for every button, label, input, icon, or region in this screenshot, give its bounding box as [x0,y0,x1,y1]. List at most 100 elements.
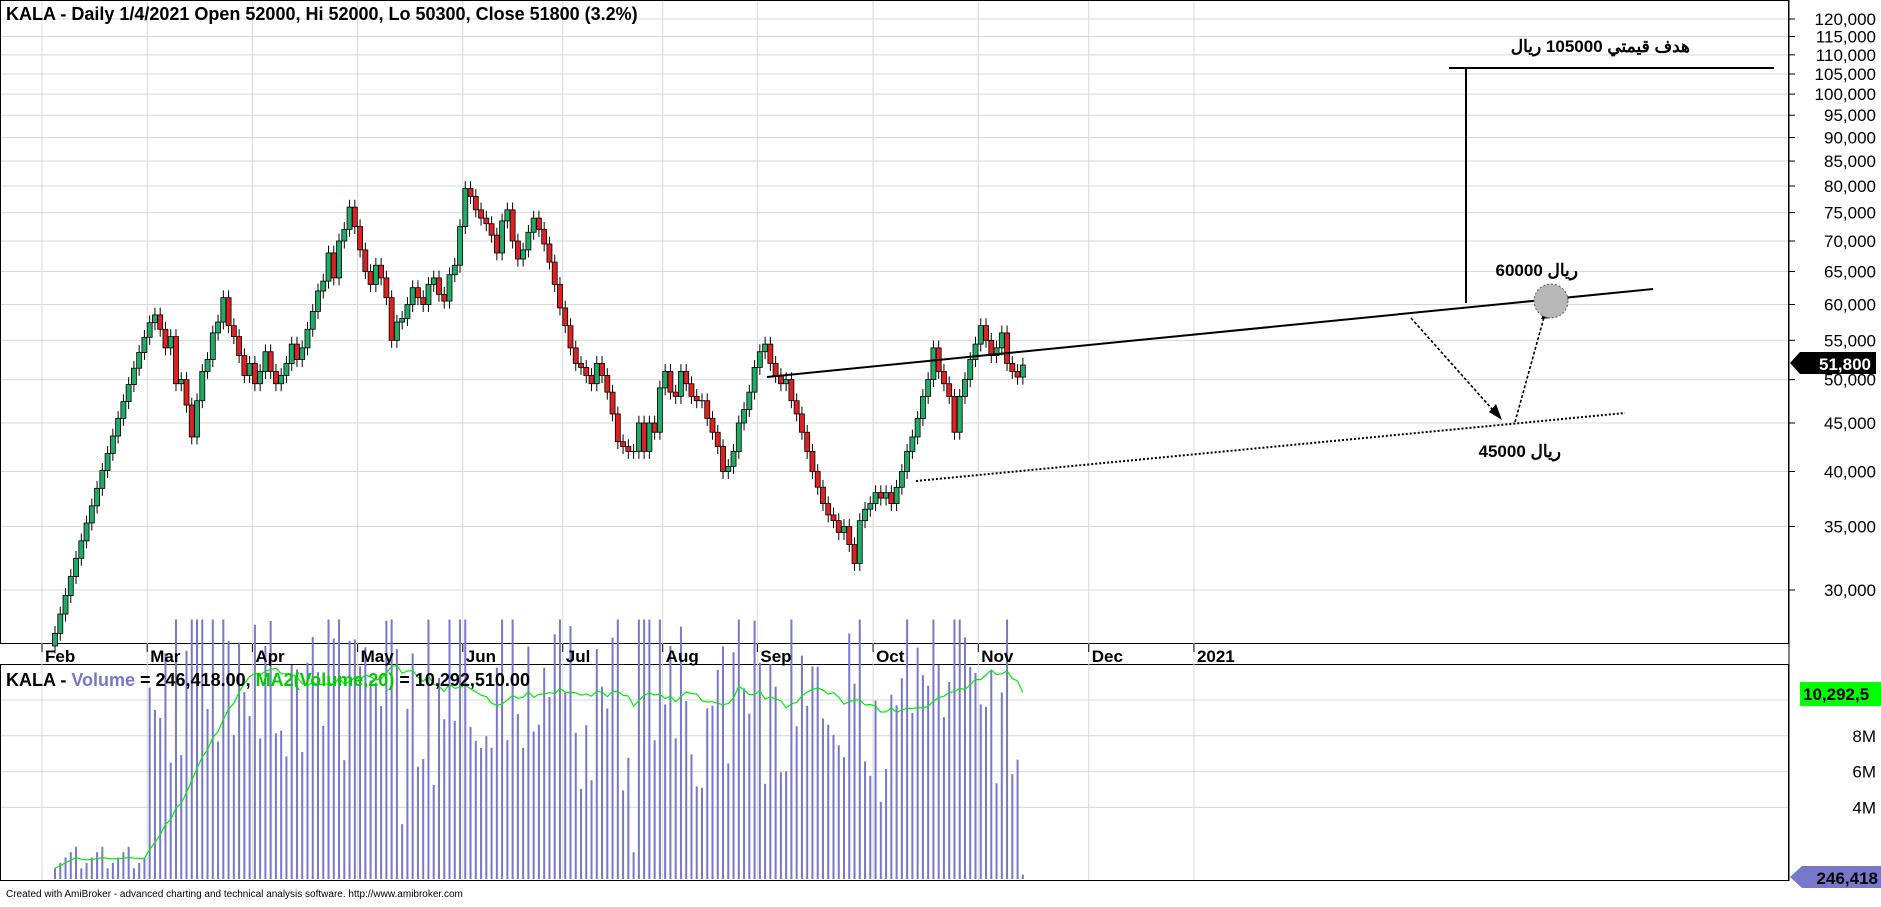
candle[interactable] [146,315,153,345]
candle[interactable] [799,406,805,440]
candle[interactable] [62,588,69,622]
candle[interactable] [914,411,921,445]
candle[interactable] [967,352,974,388]
candle[interactable] [378,257,385,286]
candle[interactable] [472,189,479,218]
candle[interactable] [725,459,732,479]
candle[interactable] [704,393,711,426]
candle[interactable] [988,332,995,364]
candle[interactable] [109,428,116,461]
candle[interactable] [635,415,642,459]
candle[interactable] [183,372,190,413]
candle[interactable] [972,336,979,367]
candle[interactable] [341,222,348,249]
candle[interactable] [299,340,306,367]
candle[interactable] [514,233,521,267]
candle[interactable] [730,444,737,474]
candle[interactable] [788,372,795,409]
candle[interactable] [230,318,237,345]
candle[interactable] [951,389,958,440]
candle[interactable] [862,501,868,529]
candle[interactable] [898,464,905,495]
candle[interactable] [425,277,432,312]
candle[interactable] [457,219,463,273]
candle[interactable] [499,213,506,261]
candle[interactable] [746,384,753,417]
candle[interactable] [825,496,832,523]
candle[interactable] [604,368,611,400]
candle[interactable] [772,356,779,383]
candle[interactable] [99,463,106,496]
candle[interactable] [493,227,500,261]
candle[interactable] [567,318,574,356]
candle[interactable] [541,222,548,252]
candle[interactable] [73,550,79,584]
candle[interactable] [877,485,884,506]
candle[interactable] [609,384,616,422]
candle[interactable] [388,290,395,348]
candle[interactable] [814,464,821,495]
candle[interactable] [267,344,274,379]
candle[interactable] [698,393,705,409]
candle[interactable] [588,368,595,392]
candle[interactable] [920,389,926,426]
candle[interactable] [478,202,484,226]
candle[interactable] [120,394,127,426]
candle[interactable] [962,372,968,404]
candle[interactable] [804,424,811,459]
candle[interactable] [125,377,132,410]
candle[interactable] [930,340,937,388]
candle[interactable] [246,356,253,383]
candle[interactable] [599,356,605,383]
candle[interactable] [714,424,721,455]
candle[interactable] [504,202,511,229]
candle[interactable] [678,364,684,404]
candle[interactable] [404,297,411,326]
candle[interactable] [888,485,895,512]
candle[interactable] [257,364,264,392]
candle[interactable] [83,515,90,549]
candle[interactable] [536,210,542,237]
candle[interactable] [756,344,763,375]
candle[interactable] [983,318,989,348]
candle[interactable] [320,273,327,299]
candle[interactable] [578,356,584,375]
candle[interactable] [809,444,816,479]
candle[interactable] [657,380,663,440]
candle[interactable] [357,219,363,258]
candle[interactable] [872,485,879,512]
candle[interactable] [1014,364,1021,385]
candle[interactable] [777,368,784,392]
candle[interactable] [867,496,874,517]
candle[interactable] [488,216,495,243]
candle[interactable] [393,314,400,348]
candle[interactable] [173,329,179,392]
candle[interactable] [309,304,316,337]
candle[interactable] [130,360,137,393]
candle[interactable] [509,202,516,249]
candle[interactable] [572,340,579,371]
candle[interactable] [672,384,679,404]
candle[interactable] [709,411,716,440]
candle[interactable] [446,267,453,309]
candle[interactable] [441,286,448,309]
candle[interactable] [751,360,758,400]
candle[interactable] [204,352,211,379]
candle[interactable] [251,356,258,392]
candle[interactable] [336,233,342,286]
candle[interactable] [483,210,490,232]
candle[interactable] [451,257,458,283]
candle[interactable] [856,513,863,571]
candle[interactable] [94,480,100,514]
candle[interactable] [104,446,111,478]
candle[interactable] [420,290,427,312]
candle[interactable] [157,307,164,337]
candle[interactable] [904,444,911,479]
candle[interactable] [735,415,742,459]
resistance-trendline[interactable] [766,288,1654,378]
candle[interactable] [820,479,826,512]
candle[interactable] [188,397,195,445]
candle[interactable] [362,242,369,280]
candle[interactable] [851,537,858,571]
candle[interactable] [115,411,122,444]
